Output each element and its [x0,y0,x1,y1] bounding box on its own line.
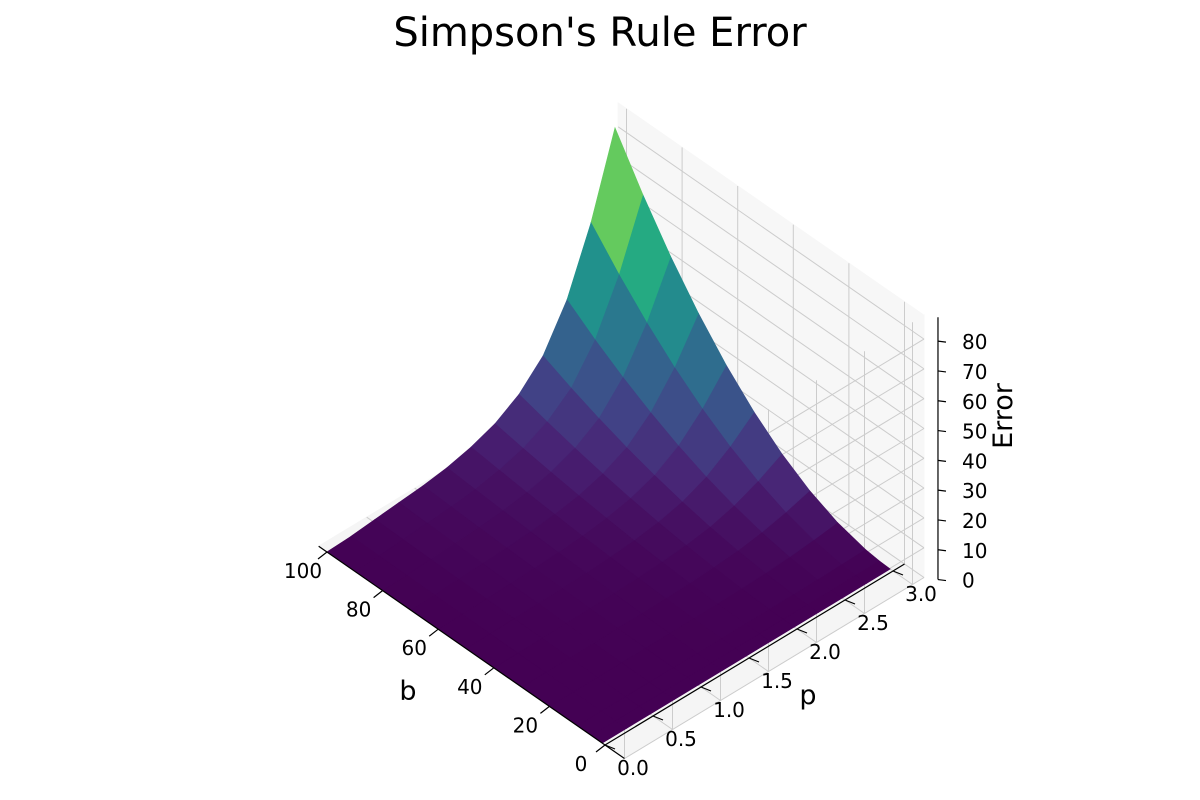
z-tick [937,549,947,552]
grid-line-wall-z [624,577,925,759]
z-tick [937,489,947,492]
b-tick-label: 80 [346,598,371,622]
tick-labels: 0 20 40 60 80 100 0.0 0.5 1.0 1.5 2.0 2.5 3.0 0 10 20 30… [284,330,988,780]
z-tick [937,429,947,433]
p-tick [604,744,616,750]
p-tick-label: 3.0 [905,582,937,606]
b-tick [428,628,439,637]
b-tick-label: 20 [513,713,538,737]
b-tick-label: 40 [457,675,482,699]
b-tick-label: 0 [575,752,588,776]
p-tick-label: 1.5 [761,669,793,693]
grid-line-side-z [617,126,925,340]
z-tick-label: 70 [962,360,987,384]
b-tick [540,705,550,714]
p-axis-line [604,563,905,746]
z-tick [937,519,947,522]
z-tick [937,340,947,343]
z-tick-label: 40 [962,449,987,473]
p-tick-label: 2.5 [857,611,889,635]
p-tick-label: 2.0 [809,640,841,664]
z-tick-label: 80 [962,330,987,354]
z-tick-label: 60 [962,390,987,414]
b-axis-line [318,545,625,760]
z-tick [937,370,947,373]
grid-line-side-z [617,215,925,429]
x-axis-label: b [399,676,416,707]
p-tick [700,686,712,692]
z-tick [937,400,947,403]
y-axis-label: p [799,680,816,711]
p-tick [796,628,808,634]
grid-line-side-z [617,185,925,400]
chart-title: Simpson's Rule Error [393,10,807,56]
z-tick [937,459,947,462]
p-tick-label: 1.0 [713,698,745,722]
p-tick-label: 0.5 [665,727,697,751]
b-tick [484,667,495,676]
b-tick [317,551,328,560]
grid-line-side-z [617,156,925,370]
b-tick [373,590,383,599]
error-surface [326,126,891,744]
b-tick [595,744,606,753]
p-tick [652,715,664,721]
z-tick-label: 30 [962,479,987,503]
axes-lines [317,317,947,760]
z-tick-label: 20 [962,509,987,533]
p-tick [844,599,856,605]
z-tick-label: 0 [962,569,975,593]
z-tick [937,578,947,582]
p-tick-label: 0.0 [617,756,649,780]
z-tick-label: 10 [962,539,987,563]
b-tick-label: 100 [284,559,322,583]
p-tick [892,570,904,576]
z-tick-label: 50 [962,420,987,444]
b-tick-label: 60 [401,636,426,660]
p-tick [748,657,760,663]
z-axis-label: Error [988,382,1019,449]
